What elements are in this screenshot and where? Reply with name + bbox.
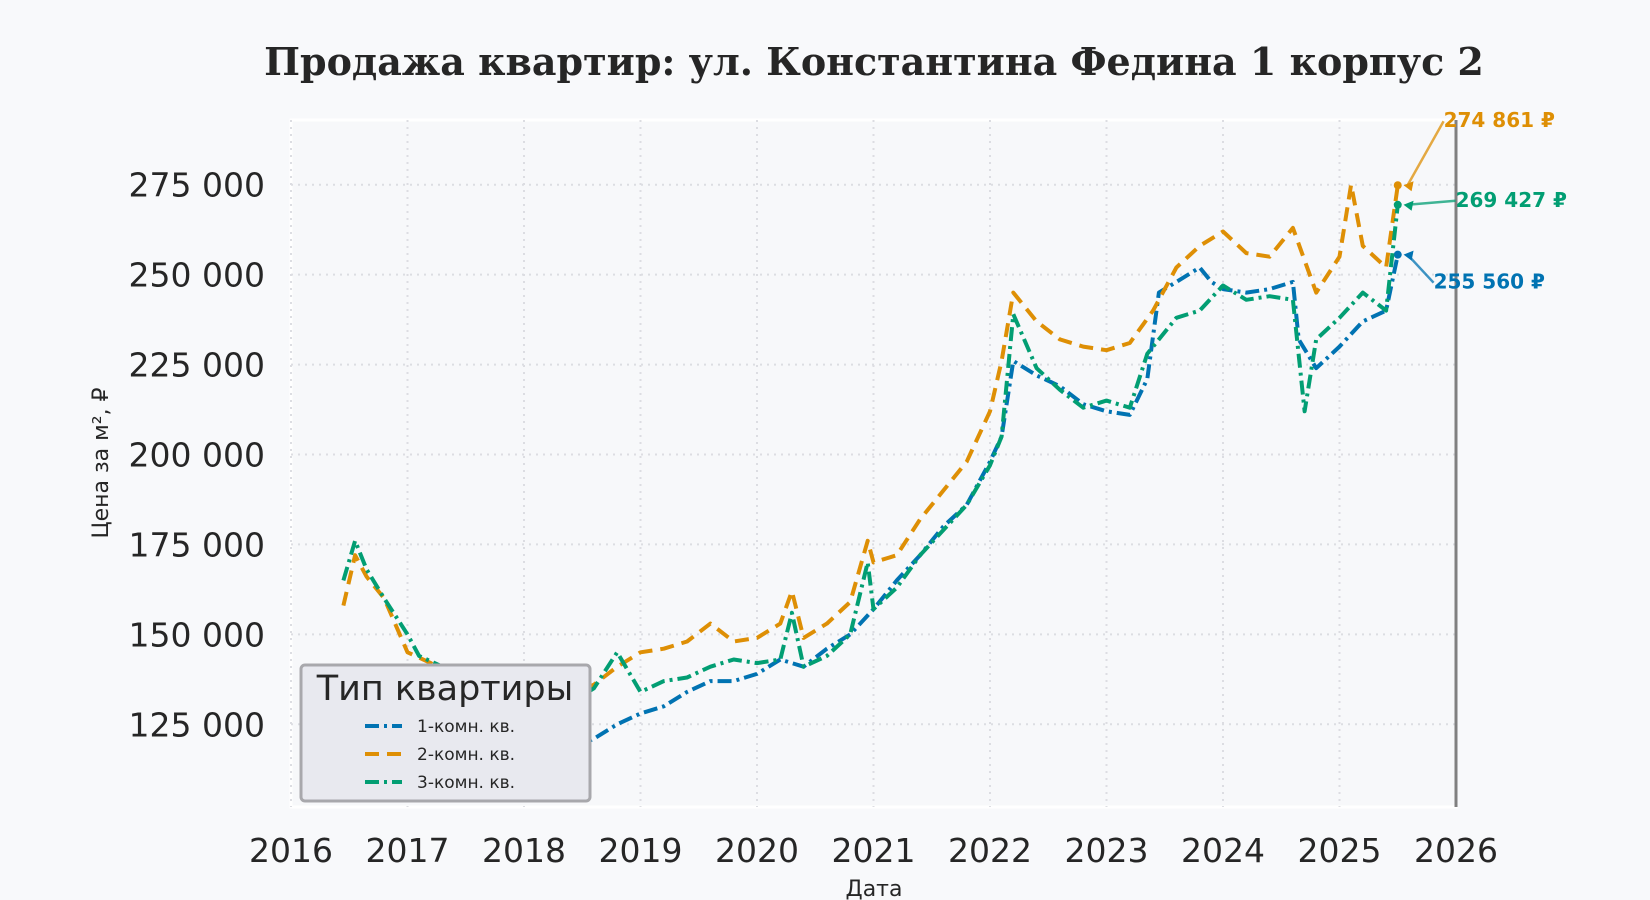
x-tick-label: 2020	[715, 831, 799, 870]
x-tick-label: 2023	[1065, 831, 1149, 870]
y-tick-label: 250 000	[129, 256, 265, 295]
series-endpoint	[1393, 200, 1402, 209]
annotation-arrow	[1407, 199, 1456, 207]
annotation-arrow	[1406, 253, 1435, 284]
series-line	[546, 254, 1400, 763]
y-axis-label: Цена за м², ₽	[89, 387, 114, 538]
x-tick-label: 2021	[832, 831, 916, 870]
series-endpoint	[1393, 250, 1402, 259]
annotation-arrowhead	[1403, 200, 1414, 211]
annotation-arrowhead	[1403, 250, 1414, 261]
y-tick-label: 175 000	[129, 525, 265, 564]
x-tick-labels: 2016 2017 2018 2019 2020 2021 2022 2023 2024 2025…	[249, 831, 1498, 870]
y-tick-labels: 125 000 150 000 175 000 200 000 225 000 250 0…	[129, 166, 265, 745]
annotation-label: 255 560 ₽	[1434, 270, 1545, 294]
chart-title: Продажа квартир: ул. Константина Федина …	[264, 39, 1484, 84]
y-tick-label: 275 000	[129, 166, 265, 205]
y-tick-label: 150 000	[129, 615, 265, 654]
legend-title: Тип квартиры	[316, 669, 574, 709]
annotation-label: 269 427 ₽	[1456, 188, 1567, 212]
legend-box	[299, 663, 592, 803]
annotations: 274 861 ₽ 269 427 ₽ 255 560 ₽	[1403, 108, 1567, 294]
x-tick-label: 2022	[948, 831, 1032, 870]
legend-label: 1-комн. кв.	[417, 717, 515, 737]
annotation-label: 274 861 ₽	[1444, 108, 1555, 132]
x-axis-label: Дата	[846, 877, 903, 900]
y-tick-label: 125 000	[129, 705, 265, 744]
legend-label: 2-комн. кв.	[417, 745, 515, 765]
x-tick-label: 2016	[249, 831, 333, 870]
x-tick-label: 2024	[1181, 831, 1265, 870]
x-tick-label: 2017	[366, 831, 450, 870]
annotation-arrow	[1406, 120, 1445, 186]
annotation-arrowhead	[1403, 181, 1414, 192]
x-tick-label: 2019	[599, 831, 683, 870]
x-tick-label: 2018	[482, 831, 566, 870]
x-tick-label: 2025	[1298, 831, 1382, 870]
y-tick-label: 225 000	[129, 346, 265, 385]
y-tick-label: 200 000	[129, 436, 265, 475]
legend: Тип квартиры 1-комн. кв. 2-комн. кв. 3-ком…	[299, 663, 592, 803]
grid	[290, 120, 1457, 807]
legend-items: 1-комн. кв. 2-комн. кв. 3-комн. кв.	[365, 717, 515, 793]
series-endpoint	[1393, 181, 1402, 190]
x-tick-label: 2026	[1414, 831, 1498, 870]
legend-label: 3-комн. кв.	[417, 773, 515, 793]
